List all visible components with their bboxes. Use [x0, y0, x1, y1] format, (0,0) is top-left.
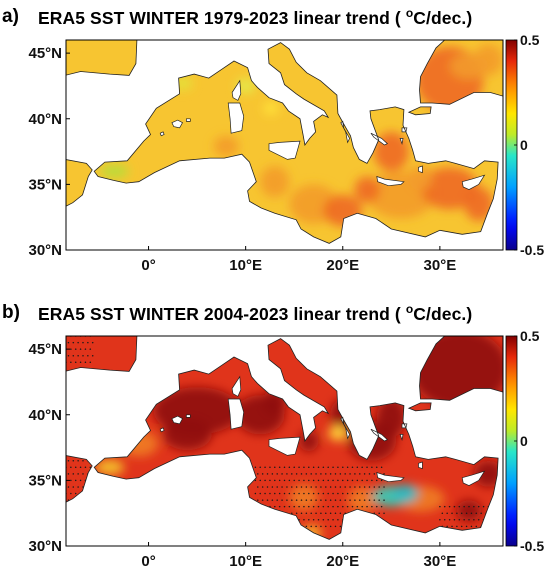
lon-tick-label: 10°E [229, 553, 262, 570]
panel-title: ERA5 SST WINTER 1979-2023 linear trend (… [38, 6, 473, 28]
colorbar-tick-label: 0.5 [520, 32, 540, 48]
panel-b: b) ERA5 SST WINTER 2004-2023 linear tren… [0, 296, 550, 576]
lat-tick-label: 40°N [28, 111, 62, 128]
lat-tick-label: 45°N [28, 45, 62, 62]
colorbar-tick-label: 0 [520, 433, 528, 449]
colorbar-tick-label: -0.5 [520, 242, 544, 258]
colorbar-tick-label: 0 [520, 137, 528, 153]
lon-tick-label: 0° [141, 257, 155, 274]
panel-letter: a) [2, 6, 19, 27]
panel-title: ERA5 SST WINTER 2004-2023 linear trend (… [38, 302, 473, 324]
lon-tick-label: 0° [141, 553, 155, 570]
panel-a: a) ERA5 SST WINTER 1979-2023 linear tren… [0, 0, 550, 280]
lat-tick-label: 40°N [28, 407, 62, 424]
lat-tick-label: 30°N [28, 242, 62, 259]
lon-tick-label: 20°E [326, 553, 359, 570]
islands [159, 79, 486, 190]
panel-letter: b) [2, 302, 20, 323]
sst-map-b: 45°N 40°N 35°N 30°N 0° 10°E 20°E 30°E 0.5 0 -0.5 [28, 328, 544, 570]
colorbar-tick-label: 0.5 [520, 328, 540, 344]
lat-tick-label: 35°N [28, 176, 62, 193]
lon-tick-label: 20°E [326, 257, 359, 274]
lat-tick-label: 35°N [28, 472, 62, 489]
colorbar-tick-label: -0.5 [520, 538, 544, 554]
lat-tick-label: 45°N [28, 341, 62, 358]
map-frame [65, 39, 504, 251]
lon-tick-label: 30°E [424, 257, 457, 274]
lon-tick-label: 30°E [424, 553, 457, 570]
sst-map-a: 45°N 40°N 35°N 30°N 0° 10°E 20°E 30°E 0.5 0 -0.5 [28, 32, 544, 274]
lat-tick-label: 30°N [28, 538, 62, 555]
map-frame [65, 335, 504, 547]
islands [159, 375, 486, 486]
lon-tick-label: 10°E [229, 257, 262, 274]
